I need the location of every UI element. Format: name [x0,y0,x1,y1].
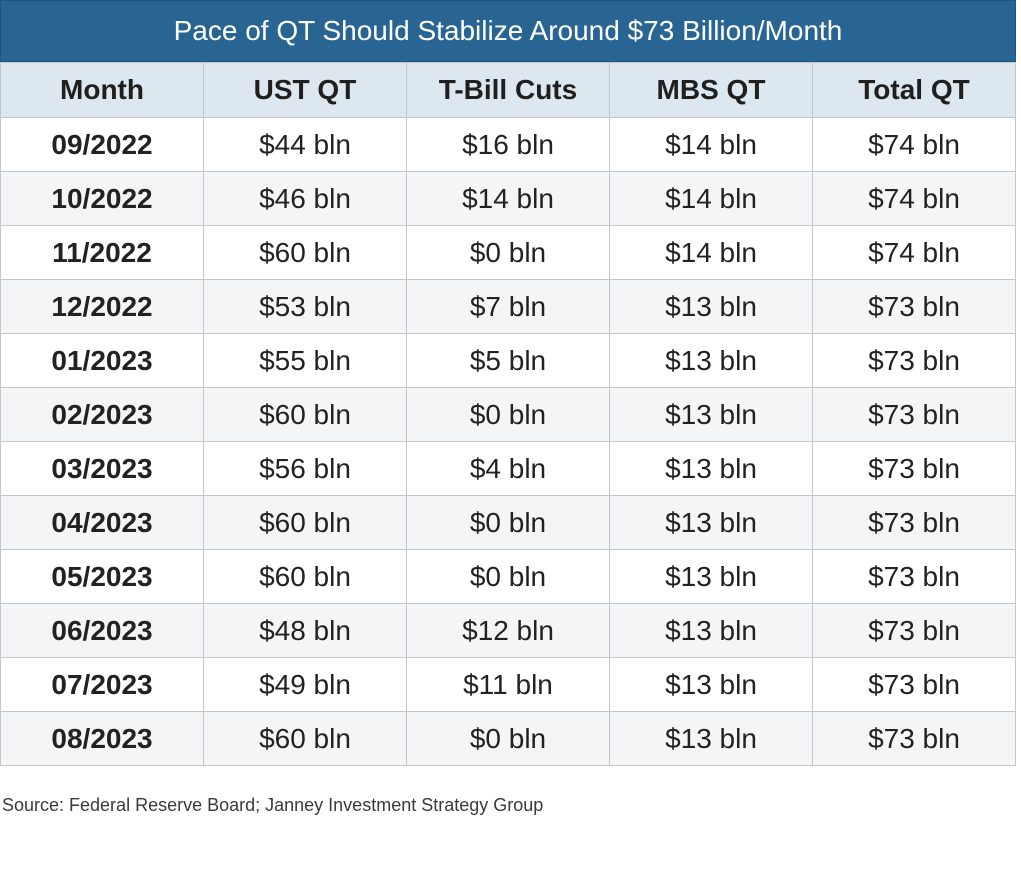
ust-qt-cell: $56 bln [203,441,407,496]
ust-qt-cell: $48 bln [203,603,407,658]
month-cell: 09/2022 [0,117,204,172]
ust-qt-cell: $46 bln [203,171,407,226]
table-row: 01/2023 $55 bln $5 bln $13 bln $73 bln [0,333,1016,388]
mbs-qt-cell: $14 bln [609,225,813,280]
mbs-qt-cell: $14 bln [609,171,813,226]
ust-qt-cell: $60 bln [203,495,407,550]
total-qt-cell: $73 bln [812,441,1016,496]
month-cell: 01/2023 [0,333,204,388]
t-bill-cuts-cell: $0 bln [406,711,610,766]
t-bill-cuts-cell: $14 bln [406,171,610,226]
mbs-qt-cell: $13 bln [609,603,813,658]
header-mbs-qt: MBS QT [609,62,813,118]
month-cell: 08/2023 [0,711,204,766]
table-title: Pace of QT Should Stabilize Around $73 B… [0,0,1016,62]
t-bill-cuts-cell: $11 bln [406,657,610,712]
month-cell: 03/2023 [0,441,204,496]
total-qt-cell: $73 bln [812,711,1016,766]
t-bill-cuts-cell: $5 bln [406,333,610,388]
ust-qt-cell: $60 bln [203,225,407,280]
month-cell: 05/2023 [0,549,204,604]
total-qt-cell: $74 bln [812,225,1016,280]
source-note: Source: Federal Reserve Board; Janney In… [2,795,544,815]
month-cell: 07/2023 [0,657,204,712]
mbs-qt-cell: $13 bln [609,387,813,442]
header-month: Month [0,62,204,118]
t-bill-cuts-cell: $7 bln [406,279,610,334]
header-t-bill-cuts: T-Bill Cuts [406,62,610,118]
t-bill-cuts-cell: $0 bln [406,387,610,442]
mbs-qt-cell: $13 bln [609,441,813,496]
mbs-qt-cell: $13 bln [609,279,813,334]
total-qt-cell: $73 bln [812,657,1016,712]
total-qt-cell: $73 bln [812,549,1016,604]
month-cell: 04/2023 [0,495,204,550]
total-qt-cell: $73 bln [812,279,1016,334]
ust-qt-cell: $60 bln [203,711,407,766]
t-bill-cuts-cell: $0 bln [406,495,610,550]
month-cell: 11/2022 [0,225,204,280]
ust-qt-cell: $49 bln [203,657,407,712]
table-row: 04/2023 $60 bln $0 bln $13 bln $73 bln [0,495,1016,550]
table-row: 03/2023 $56 bln $4 bln $13 bln $73 bln [0,441,1016,496]
mbs-qt-cell: $14 bln [609,117,813,172]
table-row: 10/2022 $46 bln $14 bln $14 bln $74 bln [0,171,1016,226]
t-bill-cuts-cell: $0 bln [406,549,610,604]
table-row: 02/2023 $60 bln $0 bln $13 bln $73 bln [0,387,1016,442]
month-cell: 06/2023 [0,603,204,658]
ust-qt-cell: $60 bln [203,549,407,604]
qt-table: Month UST QT T-Bill Cuts MBS QT Total QT… [0,62,1016,766]
total-qt-cell: $73 bln [812,603,1016,658]
table-row: 11/2022 $60 bln $0 bln $14 bln $74 bln [0,225,1016,280]
mbs-qt-cell: $13 bln [609,333,813,388]
month-cell: 10/2022 [0,171,204,226]
total-qt-cell: $74 bln [812,171,1016,226]
mbs-qt-cell: $13 bln [609,711,813,766]
t-bill-cuts-cell: $4 bln [406,441,610,496]
mbs-qt-cell: $13 bln [609,549,813,604]
total-qt-cell: $73 bln [812,387,1016,442]
t-bill-cuts-cell: $16 bln [406,117,610,172]
table-row: 09/2022 $44 bln $16 bln $14 bln $74 bln [0,117,1016,172]
ust-qt-cell: $60 bln [203,387,407,442]
t-bill-cuts-cell: $12 bln [406,603,610,658]
table-row: 12/2022 $53 bln $7 bln $13 bln $73 bln [0,279,1016,334]
month-cell: 12/2022 [0,279,204,334]
mbs-qt-cell: $13 bln [609,495,813,550]
total-qt-cell: $73 bln [812,495,1016,550]
table-row: 08/2023 $60 bln $0 bln $13 bln $73 bln [0,711,1016,766]
total-qt-cell: $73 bln [812,333,1016,388]
t-bill-cuts-cell: $0 bln [406,225,610,280]
ust-qt-cell: $44 bln [203,117,407,172]
table-body: 09/2022 $44 bln $16 bln $14 bln $74 bln 10/20… [0,117,1016,766]
ust-qt-cell: $53 bln [203,279,407,334]
qt-table-container: Pace of QT Should Stabilize Around $73 B… [0,0,1016,766]
month-cell: 02/2023 [0,387,204,442]
table-row: 05/2023 $60 bln $0 bln $13 bln $73 bln [0,549,1016,604]
mbs-qt-cell: $13 bln [609,657,813,712]
header-row: Month UST QT T-Bill Cuts MBS QT Total QT [0,62,1016,118]
total-qt-cell: $74 bln [812,117,1016,172]
ust-qt-cell: $55 bln [203,333,407,388]
table-row: 06/2023 $48 bln $12 bln $13 bln $73 bln [0,603,1016,658]
header-total-qt: Total QT [812,62,1016,118]
table-row: 07/2023 $49 bln $11 bln $13 bln $73 bln [0,657,1016,712]
header-ust-qt: UST QT [203,62,407,118]
